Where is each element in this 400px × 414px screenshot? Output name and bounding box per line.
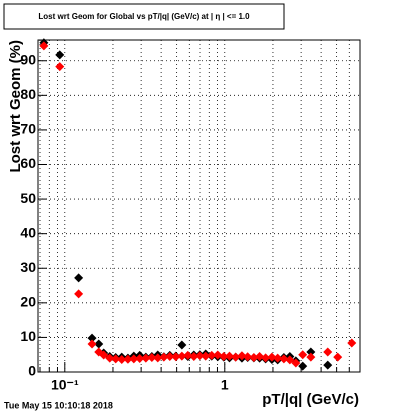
- marker: [117, 355, 127, 365]
- marker: [153, 353, 163, 363]
- marker: [111, 354, 121, 364]
- chart-title: Lost wrt Geom for Global vs pT/|q| (GeV/…: [38, 12, 250, 21]
- y-tick-label: 50: [20, 190, 36, 206]
- marker: [141, 353, 151, 363]
- x-tick-label: 10⁻¹: [51, 377, 79, 393]
- marker: [255, 351, 265, 361]
- marker: [273, 353, 283, 363]
- marker: [306, 352, 316, 362]
- marker: [55, 62, 65, 72]
- marker: [261, 353, 271, 363]
- marker: [74, 289, 84, 299]
- marker: [285, 355, 295, 365]
- marker: [323, 360, 333, 370]
- marker: [237, 351, 247, 361]
- marker: [243, 352, 253, 362]
- y-tick-label: 30: [20, 259, 36, 275]
- marker: [213, 350, 223, 360]
- marker: [189, 351, 199, 361]
- x-tick-label: 1: [221, 377, 229, 393]
- marker: [159, 352, 169, 362]
- marker: [94, 339, 104, 349]
- marker: [323, 347, 333, 357]
- marker: [195, 351, 205, 361]
- marker: [279, 354, 289, 364]
- marker: [123, 354, 133, 364]
- marker: [147, 352, 157, 362]
- marker: [129, 354, 139, 364]
- marker: [201, 351, 211, 361]
- marker: [171, 352, 181, 362]
- marker: [306, 347, 316, 357]
- marker: [224, 351, 234, 361]
- marker: [135, 354, 145, 364]
- y-tick-label: 70: [20, 121, 36, 137]
- y-tick-label: 10: [20, 328, 36, 344]
- y-axis-title: Lost wrt Geom (%): [7, 40, 24, 173]
- marker: [207, 350, 217, 360]
- marker: [231, 352, 241, 362]
- marker: [99, 350, 109, 360]
- y-tick-label: 40: [20, 224, 36, 240]
- y-tick-label: 60: [20, 155, 36, 171]
- marker: [74, 273, 84, 283]
- y-tick-label: 80: [20, 86, 36, 102]
- x-axis-title: pT/|q| (GeV/c): [262, 391, 359, 408]
- marker: [298, 350, 308, 360]
- plot-frame: [37, 39, 361, 373]
- marker: [105, 353, 115, 363]
- marker: [267, 352, 277, 362]
- marker: [183, 350, 193, 360]
- title-box: [3, 3, 285, 30]
- marker: [249, 352, 259, 362]
- marker: [177, 351, 187, 361]
- footer: Tue May 15 10:10:18 2018: [4, 400, 113, 410]
- marker: [39, 41, 49, 51]
- marker: [177, 340, 187, 350]
- y-tick-label: 90: [20, 51, 36, 67]
- marker: [87, 333, 97, 343]
- marker: [291, 358, 301, 368]
- y-tick-label: 20: [20, 294, 36, 310]
- marker: [55, 50, 65, 60]
- marker: [347, 338, 357, 348]
- marker: [298, 361, 308, 371]
- y-tick-label: 0: [28, 363, 36, 379]
- marker: [333, 352, 343, 362]
- marker: [165, 351, 175, 361]
- marker: [87, 339, 97, 349]
- marker: [219, 351, 229, 361]
